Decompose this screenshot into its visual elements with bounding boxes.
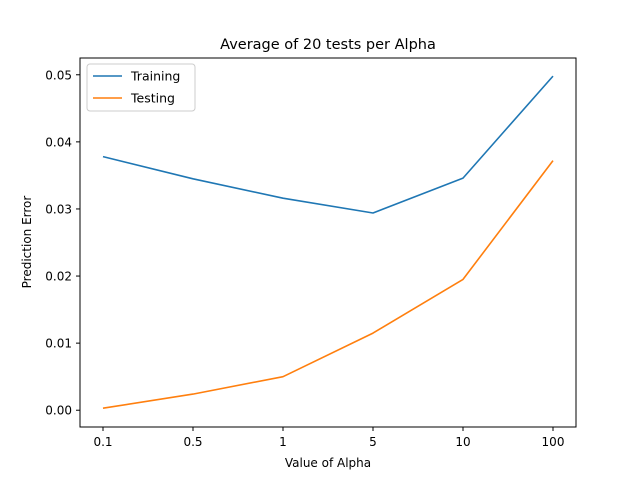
y-tick-label: 0.04: [45, 135, 72, 149]
y-tick-label: 0.05: [45, 68, 72, 82]
legend: Training Testing: [86, 63, 196, 112]
y-tick-label: 0.02: [45, 270, 72, 284]
series-line-training: [102, 75, 554, 214]
y-tick-label: 0.01: [45, 337, 72, 351]
x-axis-label: Value of Alpha: [285, 456, 371, 470]
x-tick-label: 100: [542, 435, 565, 449]
y-axis-ticks: 0.00 0.01 0.02 0.03 0.04 0.05: [45, 68, 80, 418]
x-tick-label: 10: [455, 435, 470, 449]
y-tick-label: 0.03: [45, 202, 72, 216]
legend-label-training: Training: [130, 69, 180, 84]
y-tick-label: 0.00: [45, 404, 72, 418]
series-line-testing: [102, 160, 554, 409]
axes-frame: [79, 57, 577, 428]
x-tick-label: 0.1: [93, 435, 112, 449]
legend-label-testing: Testing: [130, 91, 175, 106]
chart-title: Average of 20 tests per Alpha: [220, 37, 436, 53]
x-tick-label: 0.5: [183, 435, 202, 449]
y-axis-label: Prediction Error: [20, 196, 34, 289]
series-lines: [102, 75, 554, 409]
x-tick-label: 5: [369, 435, 377, 449]
plot-area: 0.1 0.5 1 5 10 100 0.00 0.01 0.02 0.03 0.04 0.05: [45, 57, 577, 449]
x-axis-ticks: 0.1 0.5 1 5 10 100: [93, 427, 564, 449]
x-tick-label: 1: [279, 435, 287, 449]
